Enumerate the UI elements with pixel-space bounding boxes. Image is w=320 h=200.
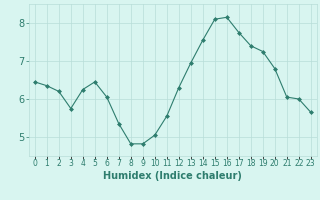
X-axis label: Humidex (Indice chaleur): Humidex (Indice chaleur) (103, 171, 242, 181)
